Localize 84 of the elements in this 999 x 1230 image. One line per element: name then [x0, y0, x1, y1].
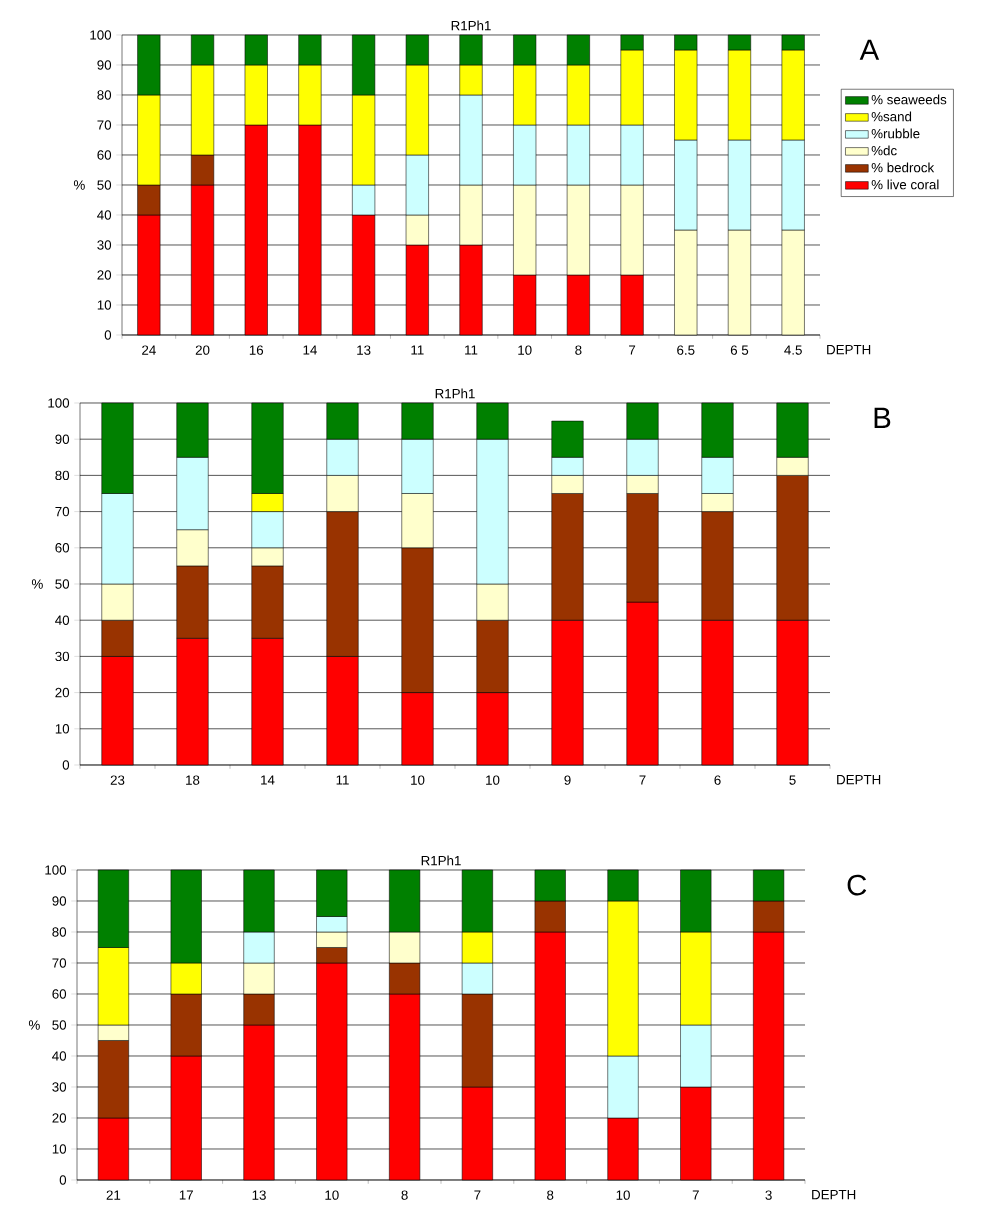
x-tick-label: 10: [616, 1190, 630, 1200]
y-tick-label: 40: [97, 210, 112, 220]
x-tick-label: 11: [336, 775, 349, 785]
x-tick-label: 7: [474, 1190, 481, 1200]
legend-label: %rubble: [871, 128, 920, 139]
x-tick-label: 24: [142, 345, 156, 355]
y-tick-label: 100: [48, 398, 70, 408]
y-tick-label: 70: [55, 506, 70, 517]
y-tick-label: 20: [52, 1113, 67, 1123]
legend-label: % seaweeds: [871, 94, 947, 105]
y-tick-label: 30: [55, 651, 70, 662]
y-tick-label: 100: [90, 30, 112, 40]
y-tick-label: 0: [104, 330, 112, 340]
y-tick-label: 50: [55, 579, 70, 589]
y-tick-label: 80: [55, 470, 70, 481]
x-tick-label: 7: [629, 345, 636, 355]
y-tick-label: 50: [97, 180, 112, 190]
y-axis-title: %: [28, 1020, 40, 1030]
x-tick-label: 11: [411, 345, 424, 355]
x-tick-label: 8: [547, 1190, 554, 1200]
y-tick-label: 70: [52, 958, 67, 968]
y-tick-label: 60: [55, 543, 70, 553]
y-tick-label: 20: [55, 687, 70, 698]
y-tick-label: 20: [97, 270, 112, 280]
y-tick-label: 40: [52, 1051, 67, 1061]
x-tick-label: 21: [106, 1190, 121, 1200]
x-tick-label: 14: [261, 775, 275, 785]
x-tick-label: 3: [765, 1190, 772, 1200]
y-tick-label: 10: [97, 300, 112, 310]
x-tick-label: 6: [714, 775, 721, 785]
x-tick-label: 13: [357, 345, 371, 355]
x-axis-title: DEPTH: [827, 345, 871, 355]
chart-title: R1Ph1: [435, 388, 475, 399]
x-tick-label: 7: [692, 1190, 699, 1200]
x-tick-label: 10: [325, 1190, 339, 1200]
y-tick-label: 10: [52, 1144, 67, 1154]
x-tick-label: 10: [486, 775, 500, 785]
x-tick-label: 20: [195, 345, 210, 355]
y-tick-label: 90: [55, 434, 70, 444]
y-tick-label: 10: [55, 724, 70, 734]
x-tick-label: 10: [411, 775, 425, 785]
y-tick-label: 100: [45, 865, 67, 875]
legend-label: %dc: [871, 145, 897, 156]
x-tick-label: 13: [252, 1190, 266, 1200]
y-tick-label: 30: [52, 1082, 67, 1092]
text: C: [847, 874, 867, 896]
x-tick-label: 8: [401, 1190, 408, 1200]
chart-title: R1Ph1: [421, 855, 461, 866]
chart-title: R1Ph1: [451, 20, 491, 31]
text: A: [859, 39, 880, 60]
x-tick-label: 17: [179, 1190, 193, 1200]
legend-label: % bedrock: [871, 162, 935, 173]
x-tick-label: 11: [465, 345, 478, 355]
y-tick-label: 60: [52, 989, 67, 999]
y-tick-label: 60: [97, 150, 112, 160]
y-tick-label: 0: [62, 760, 70, 770]
y-tick-label: 90: [97, 60, 112, 70]
x-tick-label: 8: [575, 345, 582, 355]
legend-label: % live coral: [871, 179, 939, 190]
y-tick-label: 80: [52, 927, 67, 937]
y-tick-label: 30: [97, 240, 112, 250]
y-axis-title: %: [73, 180, 85, 190]
x-tick-label: 4.5: [784, 345, 802, 355]
x-tick-label: 14: [303, 345, 317, 355]
x-tick-label: 16: [249, 345, 264, 355]
y-tick-label: 90: [52, 896, 67, 906]
y-tick-label: 40: [55, 615, 70, 625]
x-tick-label: 23: [110, 775, 125, 785]
x-tick-label: 5: [789, 775, 796, 785]
x-tick-label: 6.5: [677, 345, 695, 355]
y-tick-label: 0: [59, 1175, 67, 1185]
y-tick-label: 80: [97, 90, 112, 100]
x-axis-title: DEPTH: [837, 775, 881, 785]
y-axis-title: %: [31, 579, 43, 589]
x-tick-label: 9: [564, 775, 571, 785]
x-tick-label: 7: [639, 775, 646, 785]
x-tick-label: 10: [518, 345, 532, 355]
text: B: [874, 407, 891, 428]
x-tick-label: 18: [186, 775, 200, 785]
y-tick-label: 50: [52, 1020, 67, 1030]
x-axis-title: DEPTH: [812, 1190, 856, 1200]
legend-label: %sand: [871, 111, 912, 122]
x-tick-label: 6 5: [730, 345, 749, 355]
y-tick-label: 70: [97, 120, 112, 130]
